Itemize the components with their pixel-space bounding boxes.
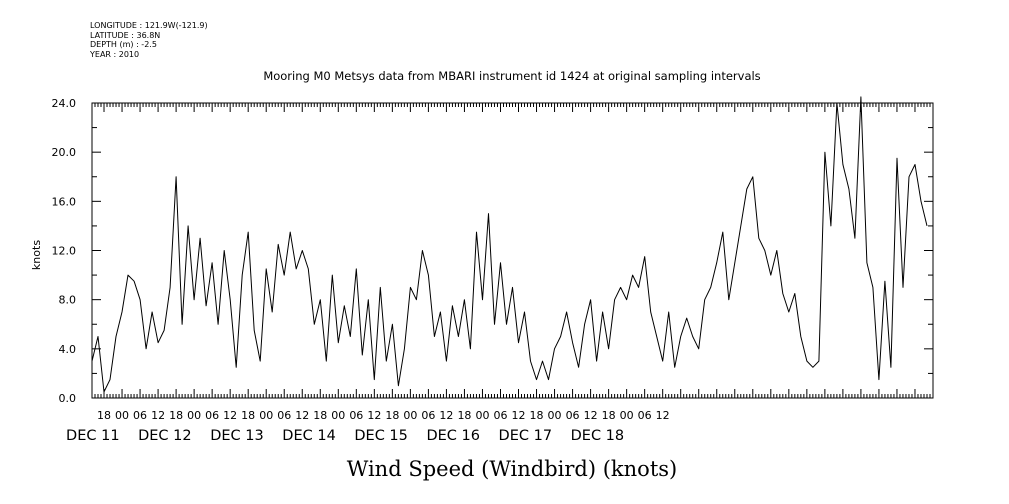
year-label: YEAR : 2010 <box>90 49 140 59</box>
x-axis-label: Wind Speed (Windbird) (knots) <box>347 457 677 481</box>
y-tick-label: 20.0 <box>52 146 77 159</box>
x-tick-label: 00 <box>259 409 273 422</box>
y-tick-label: 0.0 <box>59 392 77 405</box>
latitude-label: LATITUDE : 36.8N <box>90 30 161 40</box>
x-tick-label: 06 <box>493 409 507 422</box>
longitude-label: LONGITUDE : 121.9W(-121.9) <box>90 21 208 30</box>
x-tick-label: 12 <box>367 409 381 422</box>
x-tick-label: 18 <box>602 409 616 422</box>
x-tick-label: 00 <box>187 409 201 422</box>
x-tick-label: 12 <box>656 409 670 422</box>
x-tick-label: 12 <box>295 409 309 422</box>
x-tick-label: 00 <box>620 409 634 422</box>
wind-speed-line <box>91 96 928 393</box>
series-group <box>91 96 928 393</box>
plot-border <box>91 102 934 399</box>
x-tick-label: 00 <box>475 409 489 422</box>
day-label: DEC 18 <box>571 428 625 444</box>
x-tick-label: 18 <box>313 409 327 422</box>
x-axis: 18 00 06 12 18 00 06 12 18 00 06 12 18 00 06 12 18 00 06 12… <box>66 103 934 444</box>
x-tick-label: 18 <box>169 409 183 422</box>
x-tick-label: 12 <box>512 409 526 422</box>
y-tick-label: 12.0 <box>52 245 77 258</box>
x-tick-label: 18 <box>457 409 471 422</box>
day-label: DEC 12 <box>138 428 192 444</box>
day-label: DEC 16 <box>426 428 480 444</box>
x-tick-label: 12 <box>223 409 237 422</box>
metadata-block: LONGITUDE : 121.9W(-121.9) LATITUDE : 36… <box>90 21 208 59</box>
x-tick-label: 18 <box>241 409 255 422</box>
x-tick-label: 00 <box>331 409 345 422</box>
y-tick-label: 24.0 <box>52 97 77 110</box>
x-tick-label: 06 <box>421 409 435 422</box>
x-tick-label: 18 <box>385 409 399 422</box>
x-tick-label: 06 <box>205 409 219 422</box>
y-tick-label: 16.0 <box>52 195 77 208</box>
x-tick-label: 06 <box>277 409 291 422</box>
plot-frame <box>91 102 934 399</box>
x-tick-label: 06 <box>638 409 652 422</box>
chart-title: Mooring M0 Metsys data from MBARI instru… <box>263 69 761 83</box>
day-label: DEC 11 <box>66 428 120 444</box>
x-tick-label: 00 <box>548 409 562 422</box>
x-tick-label: 18 <box>530 409 544 422</box>
y-axis: 0.0 4.0 8.0 12.0 16.0 20.0 24.0 <box>52 97 933 405</box>
x-tick-label: 06 <box>349 409 363 422</box>
y-tick-label: 4.0 <box>59 343 77 356</box>
x-tick-label: 12 <box>151 409 165 422</box>
y-axis-label: knots <box>30 240 43 270</box>
x-tick-label: 12 <box>439 409 453 422</box>
day-label: DEC 15 <box>354 428 408 444</box>
day-label: DEC 13 <box>210 428 264 444</box>
x-tick-label: 18 <box>97 409 111 422</box>
x-tick-label: 06 <box>566 409 580 422</box>
x-tick-label: 00 <box>115 409 129 422</box>
x-tick-label: 12 <box>584 409 598 422</box>
x-tick-label: 00 <box>403 409 417 422</box>
y-tick-label: 8.0 <box>59 294 77 307</box>
day-label: DEC 17 <box>499 428 553 444</box>
x-tick-label: 06 <box>133 409 147 422</box>
day-label: DEC 14 <box>282 428 336 444</box>
depth-label: DEPTH (m) : -2.5 <box>90 40 157 49</box>
